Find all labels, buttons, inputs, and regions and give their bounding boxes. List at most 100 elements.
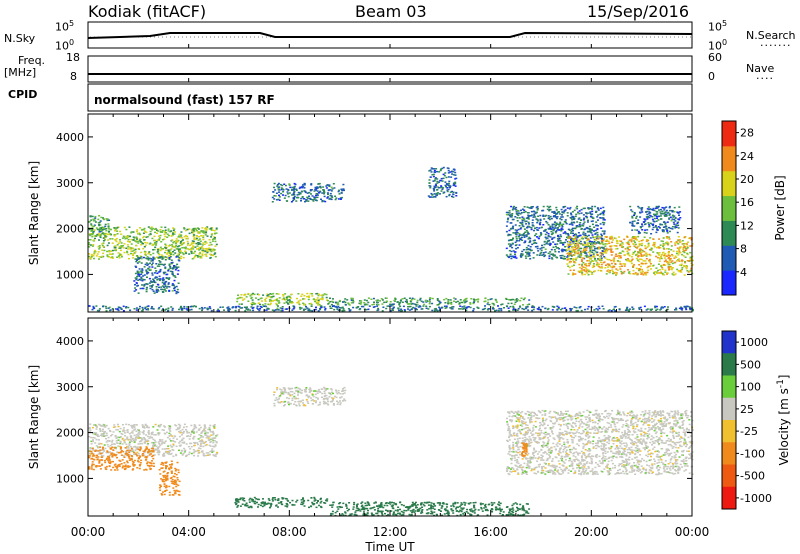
power-cell (577, 245, 580, 248)
power-cell (284, 293, 287, 295)
power-cell (591, 243, 594, 245)
power-cell (105, 232, 108, 235)
power-cell (331, 300, 334, 303)
power-cell (584, 263, 586, 266)
power-cell (140, 244, 143, 246)
power-cell (525, 235, 528, 238)
power-cell (635, 257, 638, 260)
power-cell (677, 254, 680, 256)
power-cell (301, 186, 304, 189)
power-cell (472, 309, 475, 312)
power-cell (92, 305, 95, 308)
power-cell (169, 270, 172, 273)
power-cell (270, 293, 273, 295)
power-cell (180, 240, 182, 243)
power-cell (164, 281, 167, 283)
power-cell (635, 217, 638, 219)
power-cell (599, 261, 602, 264)
power-cell (211, 240, 214, 242)
power-cell (161, 285, 164, 287)
power-cell (561, 254, 564, 257)
power-cell (326, 197, 329, 199)
power-cell (337, 190, 340, 193)
power-cell (514, 253, 516, 255)
power-cell (623, 254, 626, 256)
power-cell (308, 192, 311, 194)
power-cell (156, 239, 159, 241)
velocity-cell (153, 434, 156, 436)
power-cell (146, 276, 148, 278)
power-cell (280, 309, 283, 312)
power-cell (445, 176, 448, 179)
power-cell (667, 263, 670, 265)
power-cell (619, 244, 622, 247)
power-cell (539, 221, 542, 224)
power-cell (102, 252, 105, 255)
power-cell (566, 249, 569, 251)
power-cell (512, 250, 515, 252)
power-cell (667, 248, 670, 250)
power-cell (677, 243, 680, 245)
power-cell (433, 169, 436, 172)
power-cell (561, 211, 564, 213)
power-cell (600, 217, 603, 219)
power-cell (451, 195, 453, 198)
power-cell (299, 186, 302, 189)
power-cell (558, 229, 560, 231)
power-cell (627, 269, 629, 271)
power-cell (619, 243, 622, 246)
power-cell (115, 248, 117, 251)
power-cell (560, 257, 562, 259)
power-cell (649, 263, 652, 265)
power-cell (524, 307, 527, 310)
power-cell (157, 252, 160, 255)
power-cell (413, 303, 416, 305)
power-cell (323, 306, 326, 308)
power-cell (529, 248, 532, 251)
power-cell (150, 226, 153, 228)
power-cell (589, 245, 592, 247)
power-cell (172, 251, 174, 253)
power-cell (271, 201, 274, 203)
power-cell (151, 229, 154, 231)
power-cell (204, 241, 207, 243)
power-cell (167, 278, 170, 280)
power-cell (452, 193, 455, 195)
power-cell (641, 225, 644, 227)
velocity-cell (213, 424, 216, 427)
power-cell (105, 228, 108, 230)
power-cell (164, 229, 167, 231)
velocity-cell (137, 434, 140, 437)
power-cell (567, 255, 570, 257)
power-cell (584, 246, 587, 248)
power-cell (317, 192, 320, 194)
velocity-cell (200, 431, 203, 434)
power-cell (657, 269, 659, 272)
power-cell (189, 306, 192, 308)
power-cell (657, 205, 660, 208)
power-cell (601, 221, 604, 224)
velocity-cell (158, 438, 161, 441)
power-cell (644, 262, 647, 265)
velocity-cell (95, 428, 98, 430)
power-cell (99, 224, 102, 226)
power-cell (472, 302, 475, 305)
power-cell (140, 228, 143, 231)
power-cell (159, 268, 162, 271)
power-cell (329, 192, 332, 195)
power-cell (511, 246, 514, 249)
power-cell (88, 255, 90, 258)
power-cell (170, 248, 173, 250)
power-cell (507, 243, 510, 245)
power-cell (109, 233, 112, 235)
power-cell (671, 228, 674, 230)
power-cell (662, 229, 665, 231)
power-cell (633, 212, 636, 214)
power-cell (552, 254, 555, 257)
power-cell (661, 210, 664, 212)
power-cell (523, 241, 526, 244)
power-cell (544, 229, 547, 231)
velocity-cell (198, 434, 201, 436)
power-cell (127, 248, 130, 250)
power-cell (554, 227, 557, 229)
